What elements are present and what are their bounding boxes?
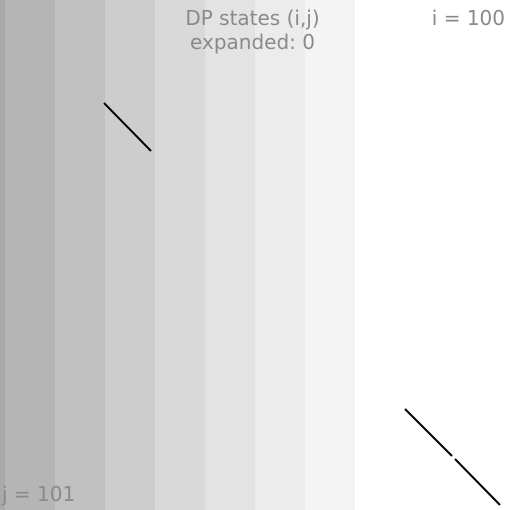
- column-band: [155, 0, 205, 510]
- column-band: [55, 0, 105, 510]
- column-band: [255, 0, 305, 510]
- column-band: [355, 0, 505, 510]
- column-band: [105, 0, 155, 510]
- j-index-label: j = 101: [2, 482, 76, 506]
- path-segment: [454, 458, 501, 506]
- path-segment: [404, 408, 453, 457]
- column-band: [305, 0, 355, 510]
- path-segment: [103, 102, 152, 152]
- i-index-label: i = 100: [431, 6, 505, 30]
- column-band: [5, 0, 55, 510]
- column-band: [205, 0, 255, 510]
- column-band: [0, 0, 5, 510]
